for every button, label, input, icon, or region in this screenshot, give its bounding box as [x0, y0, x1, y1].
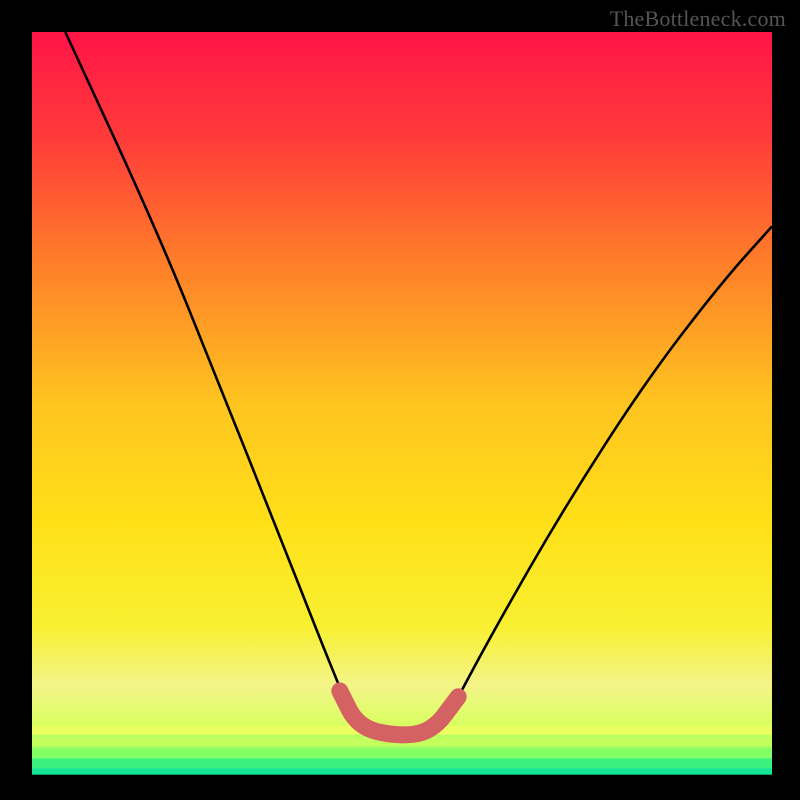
- chart-root: TheBottleneck.com: [0, 0, 800, 800]
- plot-area: [32, 32, 772, 774]
- watermark-text: TheBottleneck.com: [610, 6, 786, 32]
- plot-svg: [0, 0, 800, 800]
